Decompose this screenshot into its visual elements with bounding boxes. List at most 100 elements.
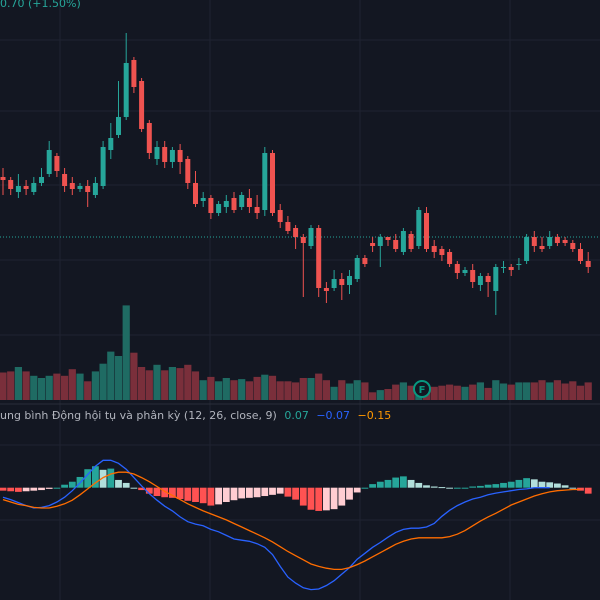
- histogram-bar: [284, 487, 292, 497]
- candle-body: [116, 117, 121, 135]
- candle-body: [354, 258, 360, 279]
- candle: [285, 216, 291, 234]
- candle: [139, 78, 145, 132]
- histogram-bar: [38, 487, 45, 491]
- candle-body: [370, 243, 376, 246]
- volume-bar: [53, 373, 61, 400]
- volume-bar: [161, 370, 169, 400]
- candle-body: [393, 240, 399, 249]
- candle-body: [493, 267, 499, 291]
- candlesticks: [0, 33, 591, 315]
- histogram-bar: [561, 485, 569, 488]
- volume-bar: [392, 384, 400, 400]
- candle-body: [585, 261, 591, 267]
- candle: [31, 177, 37, 195]
- histogram-bar: [376, 481, 384, 488]
- candle: [69, 177, 75, 195]
- volume-bar: [515, 382, 523, 400]
- histogram-bar: [261, 487, 269, 497]
- histogram-bar: [84, 469, 92, 488]
- candle-body: [508, 267, 514, 270]
- candle-body: [531, 237, 537, 246]
- volume-bar: [45, 375, 53, 400]
- candle: [100, 141, 106, 189]
- candle: [570, 240, 576, 252]
- histogram-bar: [554, 483, 561, 488]
- histogram-bar: [492, 484, 500, 488]
- candle-body: [539, 246, 545, 249]
- histogram-value: −0.15: [357, 409, 392, 422]
- histogram-bar: [423, 485, 430, 488]
- histogram-bar: [230, 487, 238, 501]
- candle-body: [554, 237, 560, 243]
- candle-body: [231, 198, 237, 210]
- histogram-bar: [392, 477, 400, 488]
- volume-bar: [130, 352, 138, 400]
- candle-body: [400, 231, 406, 252]
- volume-bar: [469, 384, 477, 400]
- histogram-bar: [222, 487, 230, 502]
- histogram-bar: [115, 479, 122, 488]
- histogram-bar: [161, 487, 169, 498]
- candle: [270, 150, 275, 216]
- volume-bar: [292, 382, 300, 400]
- candle-body: [323, 288, 329, 291]
- volume-bar: [369, 392, 377, 400]
- candle-body: [270, 153, 275, 213]
- candle: [300, 234, 306, 297]
- volume-bar: [215, 381, 223, 400]
- candle-body: [454, 264, 460, 273]
- candle-body: [223, 201, 229, 207]
- candle-body: [485, 276, 491, 282]
- candle: [15, 174, 21, 198]
- histogram-bar: [153, 487, 161, 497]
- candle-body: [100, 147, 106, 186]
- volume-bar: [284, 381, 292, 400]
- candle-body: [431, 246, 437, 252]
- volume-bar: [361, 382, 369, 400]
- macd-legend[interactable]: ung bình Động hội tụ và phân kỳ (12, 26,…: [0, 409, 391, 422]
- candle-body: [347, 276, 352, 285]
- histogram-bar: [384, 479, 392, 488]
- candle-body: [208, 198, 214, 213]
- volume-bar: [330, 386, 338, 400]
- histogram-bar: [0, 487, 7, 491]
- candle: [493, 264, 499, 315]
- candle-body: [262, 153, 268, 210]
- histogram-bar: [61, 484, 68, 488]
- candle: [554, 234, 560, 246]
- histogram-bar: [469, 486, 477, 488]
- candle: [223, 195, 229, 213]
- candle: [262, 147, 268, 216]
- candle: [46, 141, 52, 177]
- histogram-bar: [276, 487, 284, 494]
- volume-bar: [499, 383, 508, 400]
- candle-body: [239, 195, 245, 207]
- candle: [431, 240, 437, 258]
- candle-body: [308, 228, 314, 246]
- candle: [347, 270, 352, 294]
- candle: [131, 57, 137, 93]
- flag-marker[interactable]: F: [413, 380, 431, 398]
- volume-bar: [569, 381, 577, 400]
- signal-value: −0.07: [316, 409, 351, 422]
- volume-bar: [461, 386, 469, 400]
- histogram-bar: [546, 482, 554, 488]
- volume-bar: [484, 387, 492, 400]
- candle: [208, 195, 214, 219]
- volume-bar: [407, 385, 415, 400]
- candle-body: [139, 81, 145, 129]
- volume-bar: [37, 378, 46, 400]
- candle: [85, 180, 91, 207]
- volume-bar: [299, 378, 307, 400]
- candle: [370, 237, 376, 252]
- histogram-bar: [99, 469, 107, 488]
- candle: [524, 234, 530, 264]
- candle-body: [501, 267, 506, 268]
- candle-body: [62, 174, 68, 186]
- candle-body: [424, 213, 429, 249]
- candle: [308, 225, 314, 249]
- histogram-bar: [53, 487, 61, 489]
- candle: [77, 183, 83, 192]
